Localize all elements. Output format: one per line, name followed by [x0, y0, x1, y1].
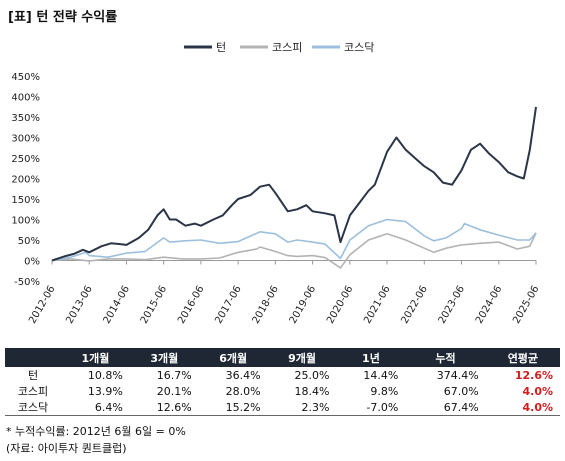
table-row: 코스닥 6.4% 12.6% 15.2% 2.3% -7.0% 67.4% 4.… — [5, 399, 560, 416]
cell-3m: 16.7% — [156, 368, 192, 382]
header-cell: 3개월 — [129, 348, 199, 367]
cell-cumulative: 67.4% — [405, 399, 486, 416]
x-tick-label: 2014-06 — [102, 284, 132, 326]
y-tick-label: 300% — [11, 134, 40, 145]
cell-6m: 15.2% — [198, 399, 268, 416]
legend-label-kosdaq: 코스닥 — [344, 41, 374, 54]
series-line-kosdaq — [51, 218, 537, 262]
legend: 턴 코스피 코스닥 — [184, 41, 374, 54]
page-title: [표] 턴 전략 수익률 — [8, 10, 118, 25]
x-tick-label: 2012-06 — [27, 284, 57, 326]
header-cell: 9개월 — [267, 348, 337, 367]
cell-1m: 6.4% — [61, 399, 130, 416]
row-name: 코스닥 — [5, 399, 61, 416]
y-tick-label: 0% — [24, 257, 40, 268]
y-tick-label: -50% — [14, 277, 40, 288]
x-tick-label: 2013-06 — [64, 284, 94, 326]
x-tick-label: 2024-06 — [474, 284, 504, 326]
cell-3m: 20.1% — [156, 384, 192, 398]
legend-label-kospi: 코스피 — [272, 41, 302, 54]
legend-label-turn: 턴 — [216, 41, 226, 54]
table-row: 코스피 13.9% 20.1% 28.0% 18.4% 9.8% 67.0% 4… — [5, 383, 560, 399]
x-tick-label: 2019-06 — [288, 284, 318, 326]
source-note: (자료: 아이투자 퀀트클럽) — [6, 442, 127, 455]
header-cell: 1년 — [336, 348, 406, 367]
y-tick-label: 450% — [11, 72, 40, 83]
cell-annualized: 12.6% — [514, 368, 553, 382]
y-tick-label: 400% — [11, 93, 40, 104]
x-tick-label: 2022-06 — [399, 284, 429, 326]
cell-1y: 14.4% — [363, 368, 399, 382]
x-tick-label: 2023-06 — [437, 284, 467, 326]
returns-table: 1개월 3개월 6개월 9개월 1년 누적 연평균 턴 10.8% 16.7% … — [5, 348, 560, 416]
y-axis-ticks: -50% 0% 50% 100% 150% 200% 250% 300% 350% 400% 450… — [11, 72, 40, 288]
x-axis-ticks: 2012-06 2013-06 2014-06 2015-06 2016-06 2017-… — [27, 260, 542, 326]
header-cell: 연평균 — [485, 348, 560, 367]
x-tick-label: 2015-06 — [139, 284, 169, 326]
cell-1y: 9.8% — [370, 384, 399, 398]
line-chart: 턴 코스피 코스닥 -50% 0% 50% 100% 150% 200% 250% 300% 3… — [11, 41, 542, 326]
y-tick-label: 350% — [11, 113, 40, 124]
y-tick-label: 50% — [18, 236, 40, 247]
header-cell — [5, 348, 61, 367]
cell-1m: 10.8% — [87, 368, 123, 382]
series-line-kospi — [51, 232, 537, 269]
x-tick-label: 2016-06 — [176, 284, 206, 326]
row-name: 턴 — [27, 369, 39, 382]
table-row: 턴 10.8% 16.7% 36.4% 25.0% 14.4% 374.4% 1… — [5, 367, 560, 383]
footnote: * 누적수익률: 2012년 6월 6일 = 0% — [6, 425, 186, 438]
cell-6m: 36.4% — [225, 368, 261, 382]
cell-6m: 28.0% — [225, 384, 261, 398]
cell-9m: 25.0% — [294, 368, 330, 382]
header-cell: 누적 — [405, 348, 486, 367]
series-layer — [51, 106, 537, 269]
cell-cumulative: 67.0% — [443, 384, 479, 398]
header-cell: 6개월 — [198, 348, 268, 367]
cell-annualized: 4.0% — [522, 384, 553, 398]
row-name: 코스피 — [17, 385, 49, 398]
series-line-turn — [51, 106, 537, 262]
cell-1m: 13.9% — [87, 384, 123, 398]
y-tick-label: 250% — [11, 154, 40, 165]
x-tick-label: 2017-06 — [213, 284, 243, 326]
x-tick-label: 2020-06 — [325, 284, 355, 326]
cell-9m: 18.4% — [294, 384, 330, 398]
cell-3m: 12.6% — [129, 399, 199, 416]
cell-cumulative: 374.4% — [436, 368, 479, 382]
x-tick-label: 2021-06 — [362, 284, 392, 326]
cell-annualized: 4.0% — [485, 399, 560, 416]
x-tick-label: 2025-06 — [511, 284, 541, 326]
cell-1y: -7.0% — [336, 399, 406, 416]
x-tick-label: 2018-06 — [251, 284, 281, 326]
cell-9m: 2.3% — [267, 399, 337, 416]
header-cell: 1개월 — [61, 348, 130, 367]
y-tick-label: 100% — [11, 216, 40, 227]
y-tick-label: 200% — [11, 175, 40, 186]
y-tick-label: 150% — [11, 195, 40, 206]
table-header-row: 1개월 3개월 6개월 9개월 1년 누적 연평균 — [5, 348, 560, 367]
